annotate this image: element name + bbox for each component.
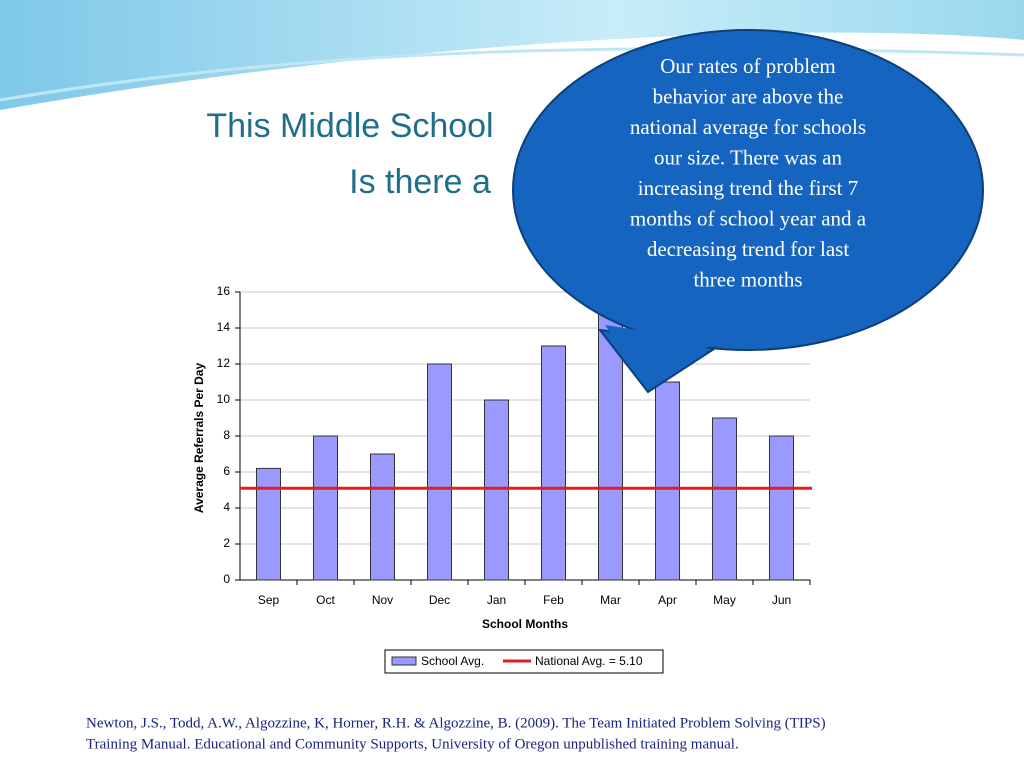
y-tick-label: 4 <box>223 500 230 514</box>
bar <box>541 345 566 581</box>
y-tick-label: 6 <box>223 464 230 478</box>
legend-swatch <box>391 656 417 666</box>
x-tick-label: Nov <box>372 593 393 607</box>
callout-line: months of school year and a <box>630 206 867 230</box>
bar <box>484 399 509 581</box>
y-tick-label: 8 <box>223 428 230 442</box>
bar <box>313 435 338 581</box>
x-tick-label: Sep <box>258 593 280 607</box>
x-tick-label: Jan <box>487 593 506 607</box>
callout-line: Our rates of problem <box>660 54 836 78</box>
x-tick-label: Feb <box>543 593 564 607</box>
callout-text: Our rates of problem behavior are above t… <box>630 54 867 292</box>
y-tick-label: 10 <box>217 392 231 406</box>
y-tick-label: 14 <box>217 320 231 334</box>
header-swoosh <box>0 0 1024 110</box>
title-line: Is there a <box>349 163 491 201</box>
bar <box>769 435 794 581</box>
x-tick-label: Dec <box>429 593 450 607</box>
legend-label: National Avg. = 5.10 <box>535 654 643 668</box>
bar <box>370 453 395 581</box>
callout-line: decreasing trend for last <box>647 237 849 261</box>
bar <box>427 363 452 581</box>
callout-line: three months <box>693 267 802 291</box>
bar <box>712 417 737 581</box>
x-tick-label: Mar <box>600 593 621 607</box>
x-tick-label: Oct <box>316 593 335 607</box>
y-tick-label: 12 <box>217 356 231 370</box>
callout-line: our size. There was an <box>654 145 842 169</box>
bar <box>655 381 680 581</box>
title-line: This Middle School <box>206 107 493 145</box>
citation: Newton, J.S., Todd, A.W., Algozzine, K, … <box>86 715 826 731</box>
y-tick-label: 16 <box>217 284 231 298</box>
y-axis-label: Average Referrals Per Day <box>192 363 206 514</box>
x-tick-label: Jun <box>772 593 791 607</box>
y-tick-label: 0 <box>223 572 230 586</box>
callout-tail-join <box>605 325 715 388</box>
callout-line: national average for schools <box>630 115 866 139</box>
x-axis-label: School Months <box>482 617 568 631</box>
callout-line: increasing trend the first 7 <box>638 176 858 200</box>
chart: 0 2 4 6 8 10 12 14 16 Sep Oct Nov Dec Jan Feb Mar Apr May… <box>192 284 812 674</box>
citation: Training Manual. Educational and Communi… <box>86 736 739 752</box>
bar <box>256 467 281 581</box>
callout-bubble <box>512 29 984 351</box>
y-tick-label: 2 <box>223 536 230 550</box>
x-tick-label: May <box>713 593 736 607</box>
callout: Our rates of problem behavior are above t… <box>512 29 984 394</box>
x-tick-label: Apr <box>658 593 677 607</box>
legend-label: School Avg. <box>421 654 484 668</box>
callout-line: behavior are above the <box>653 84 844 108</box>
